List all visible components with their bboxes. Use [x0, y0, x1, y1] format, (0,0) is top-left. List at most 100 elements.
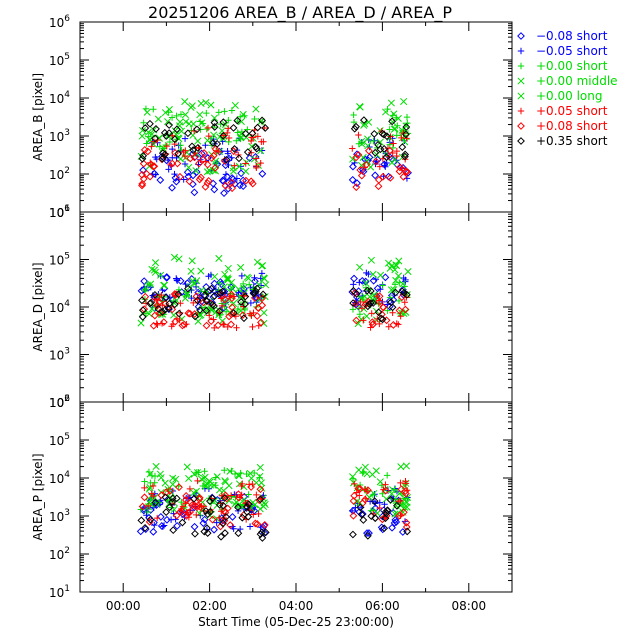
point [392, 262, 401, 270]
point [367, 299, 375, 308]
point [175, 255, 183, 263]
point [177, 111, 185, 118]
point [165, 121, 174, 129]
point [234, 503, 242, 512]
point [242, 176, 250, 185]
point [221, 491, 230, 500]
point [237, 133, 245, 141]
point [401, 167, 410, 176]
point [261, 500, 269, 509]
point [182, 118, 190, 126]
point [403, 527, 412, 536]
point [149, 527, 158, 536]
point [176, 172, 184, 181]
point [186, 154, 195, 163]
point [220, 321, 228, 328]
point [170, 253, 179, 261]
point [221, 270, 229, 278]
point [210, 114, 219, 122]
point [170, 135, 179, 144]
point [190, 470, 198, 478]
point [237, 298, 245, 306]
point [517, 32, 525, 40]
point [157, 271, 165, 279]
point [151, 521, 158, 529]
point [237, 163, 244, 170]
legend-label: +0.00 middle [536, 74, 618, 88]
point [358, 137, 366, 146]
point [364, 142, 372, 150]
point [239, 280, 247, 288]
point [348, 175, 357, 184]
point [234, 490, 243, 499]
point [245, 491, 252, 498]
point [389, 486, 397, 494]
point [383, 159, 390, 167]
point [393, 501, 401, 510]
point [165, 299, 174, 308]
point [223, 275, 231, 284]
point [152, 124, 160, 133]
point [251, 277, 259, 286]
point [241, 304, 248, 312]
point [350, 111, 357, 119]
point [140, 504, 148, 513]
point [166, 486, 174, 495]
point [390, 110, 398, 118]
point [216, 486, 224, 494]
point [257, 282, 265, 289]
point [392, 276, 400, 285]
point [360, 468, 367, 476]
point [173, 521, 182, 530]
chart-title: 20251206 AREA_B / AREA_D / AREA_P [148, 3, 452, 23]
point [146, 119, 154, 128]
point [140, 119, 147, 126]
point [190, 299, 197, 307]
point [220, 506, 229, 515]
point [397, 497, 404, 505]
point [218, 302, 226, 310]
point [368, 318, 377, 327]
point [225, 134, 233, 142]
point [401, 305, 410, 314]
x-tick-label: 06:00 [365, 599, 400, 613]
legend-label: +0.35 short [536, 134, 608, 148]
point [395, 490, 403, 498]
point [160, 281, 168, 289]
point [261, 528, 270, 537]
point [243, 470, 250, 478]
point [363, 470, 371, 478]
point [376, 478, 384, 486]
point [141, 524, 149, 532]
point [401, 150, 410, 159]
point [173, 159, 182, 168]
point [203, 479, 211, 488]
point [151, 259, 160, 267]
point [193, 511, 200, 519]
point [255, 510, 262, 518]
point [203, 179, 212, 188]
point [392, 518, 401, 526]
point [349, 286, 358, 295]
point [226, 521, 235, 529]
point [356, 166, 365, 174]
point [216, 522, 225, 531]
y-axis-label: AREA_D [pixel] [31, 262, 45, 351]
point [370, 489, 378, 498]
point [231, 500, 239, 508]
point [251, 153, 260, 161]
point [401, 503, 409, 511]
point [351, 480, 358, 488]
point [397, 313, 404, 320]
point [397, 485, 406, 494]
point [393, 147, 401, 155]
point [219, 132, 227, 139]
point [517, 137, 525, 145]
point [200, 474, 208, 482]
point [259, 262, 267, 270]
point [225, 312, 233, 321]
point [391, 515, 400, 524]
point [237, 263, 245, 272]
point [251, 519, 260, 528]
